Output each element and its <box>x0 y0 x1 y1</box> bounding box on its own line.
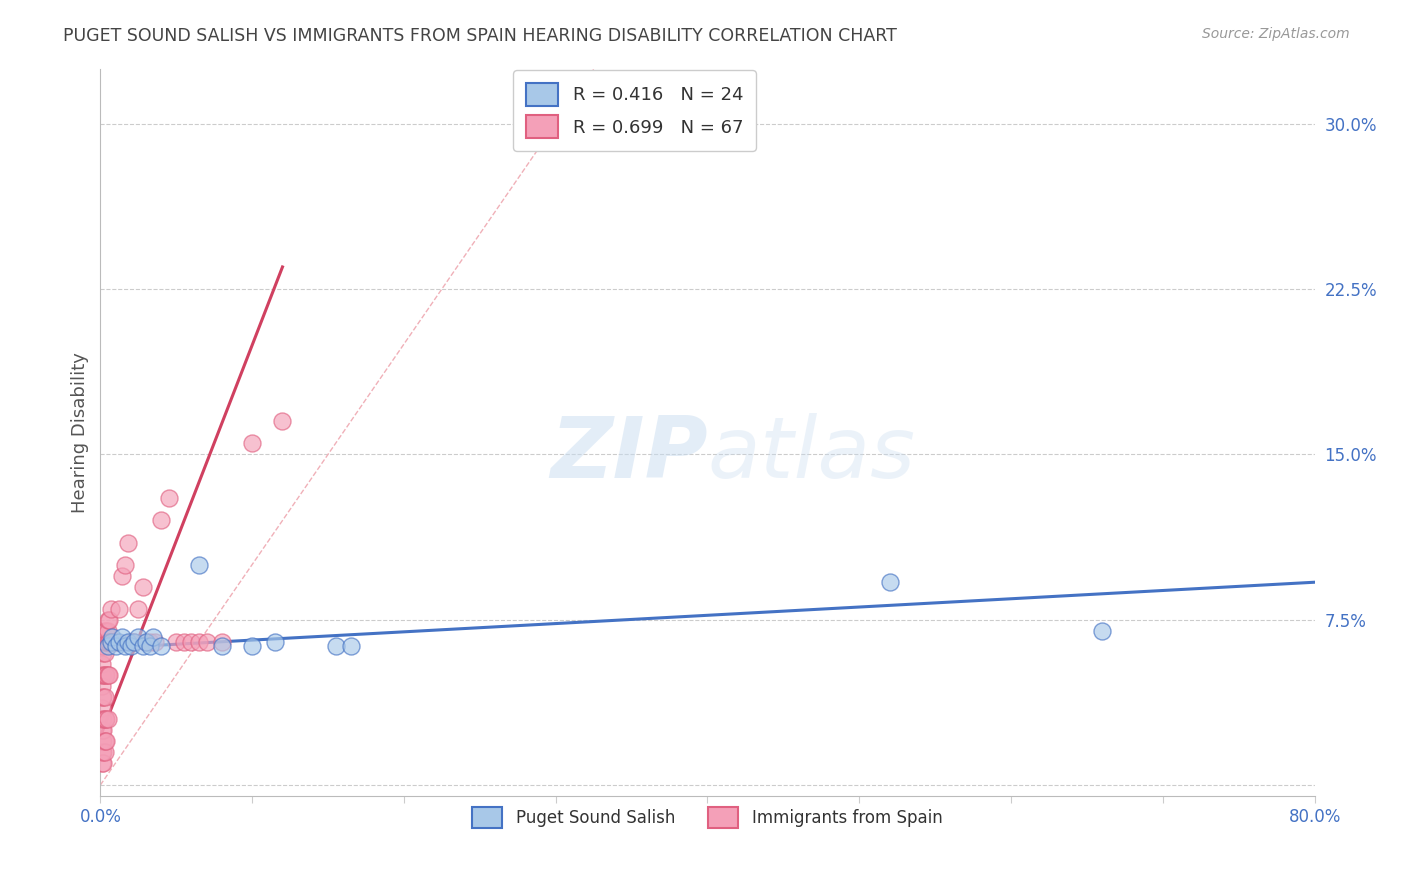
Point <box>93 628 115 642</box>
Point <box>98 668 121 682</box>
Point <box>97 624 120 638</box>
Point <box>93 712 115 726</box>
Point <box>211 634 233 648</box>
Point <box>100 601 122 615</box>
Point <box>271 414 294 428</box>
Point <box>127 631 149 645</box>
Point <box>94 624 117 638</box>
Point <box>94 690 117 704</box>
Point <box>165 634 187 648</box>
Point <box>101 634 124 648</box>
Point <box>120 639 142 653</box>
Point <box>150 514 173 528</box>
Point <box>98 613 121 627</box>
Point <box>100 634 122 648</box>
Point <box>90 668 112 682</box>
Point <box>143 634 166 648</box>
Point <box>96 668 118 682</box>
Point <box>93 723 115 737</box>
Point <box>90 690 112 704</box>
Point <box>97 712 120 726</box>
Point <box>94 745 117 759</box>
Point <box>94 668 117 682</box>
Text: ZIP: ZIP <box>550 413 707 496</box>
Point <box>1091 624 1114 638</box>
Point <box>96 734 118 748</box>
Point <box>188 558 211 572</box>
Legend: Puget Sound Salish, Immigrants from Spain: Puget Sound Salish, Immigrants from Spai… <box>465 800 949 835</box>
Text: PUGET SOUND SALISH VS IMMIGRANTS FROM SPAIN HEARING DISABILITY CORRELATION CHART: PUGET SOUND SALISH VS IMMIGRANTS FROM SP… <box>63 27 897 45</box>
Point <box>90 723 112 737</box>
Point <box>94 634 117 648</box>
Point <box>94 734 117 748</box>
Point <box>101 631 124 645</box>
Point <box>97 634 120 648</box>
Point <box>188 634 211 648</box>
Point <box>879 575 901 590</box>
Point <box>90 756 112 770</box>
Point <box>240 436 263 450</box>
Point <box>97 639 120 653</box>
Point <box>97 668 120 682</box>
Point <box>90 734 112 748</box>
Point <box>94 712 117 726</box>
Point <box>96 712 118 726</box>
Point <box>122 634 145 648</box>
Point <box>98 634 121 648</box>
Point <box>135 634 157 648</box>
Point <box>114 558 136 572</box>
Point <box>195 634 218 648</box>
Point <box>90 745 112 759</box>
Point <box>211 639 233 653</box>
Point <box>93 734 115 748</box>
Point <box>103 634 125 648</box>
Point <box>132 639 155 653</box>
Point <box>93 690 115 704</box>
Text: atlas: atlas <box>707 413 915 496</box>
Point <box>339 639 361 653</box>
Point <box>122 634 145 648</box>
Point <box>107 634 129 648</box>
Point <box>90 701 112 715</box>
Point <box>180 634 202 648</box>
Point <box>97 613 120 627</box>
Point <box>139 634 162 648</box>
Point <box>104 639 127 653</box>
Point <box>117 634 139 648</box>
Point <box>240 639 263 653</box>
Point <box>107 601 129 615</box>
Point <box>173 634 195 648</box>
Point <box>127 601 149 615</box>
Point <box>114 639 136 653</box>
Point <box>93 668 115 682</box>
Point <box>110 631 132 645</box>
Y-axis label: Hearing Disability: Hearing Disability <box>72 351 89 513</box>
Point <box>132 580 155 594</box>
Point <box>142 631 165 645</box>
Point <box>93 745 115 759</box>
Point <box>96 634 118 648</box>
Point <box>150 639 173 653</box>
Point <box>157 491 180 506</box>
Point <box>135 634 157 648</box>
Point <box>93 639 115 653</box>
Point <box>117 535 139 549</box>
Point <box>93 756 115 770</box>
Text: Source: ZipAtlas.com: Source: ZipAtlas.com <box>1202 27 1350 41</box>
Point <box>139 639 162 653</box>
Point <box>90 679 112 693</box>
Point <box>96 624 118 638</box>
Point <box>94 646 117 660</box>
Point <box>325 639 347 653</box>
Point <box>90 712 112 726</box>
Point <box>104 634 127 648</box>
Point <box>264 634 287 648</box>
Point <box>90 657 112 671</box>
Point <box>120 634 142 648</box>
Point <box>110 568 132 582</box>
Point <box>93 646 115 660</box>
Point <box>100 634 122 648</box>
